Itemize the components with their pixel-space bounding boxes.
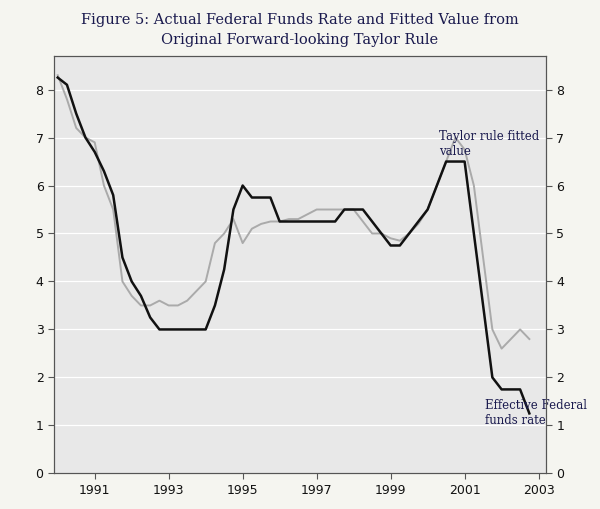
Text: Original Forward-looking Taylor Rule: Original Forward-looking Taylor Rule [161,33,439,47]
Text: Figure 5: Actual Federal Funds Rate and Fitted Value from: Figure 5: Actual Federal Funds Rate and … [81,13,519,27]
Text: Taylor rule fitted
value: Taylor rule fitted value [439,130,539,158]
Text: Effective Federal
funds rate: Effective Federal funds rate [485,399,587,427]
